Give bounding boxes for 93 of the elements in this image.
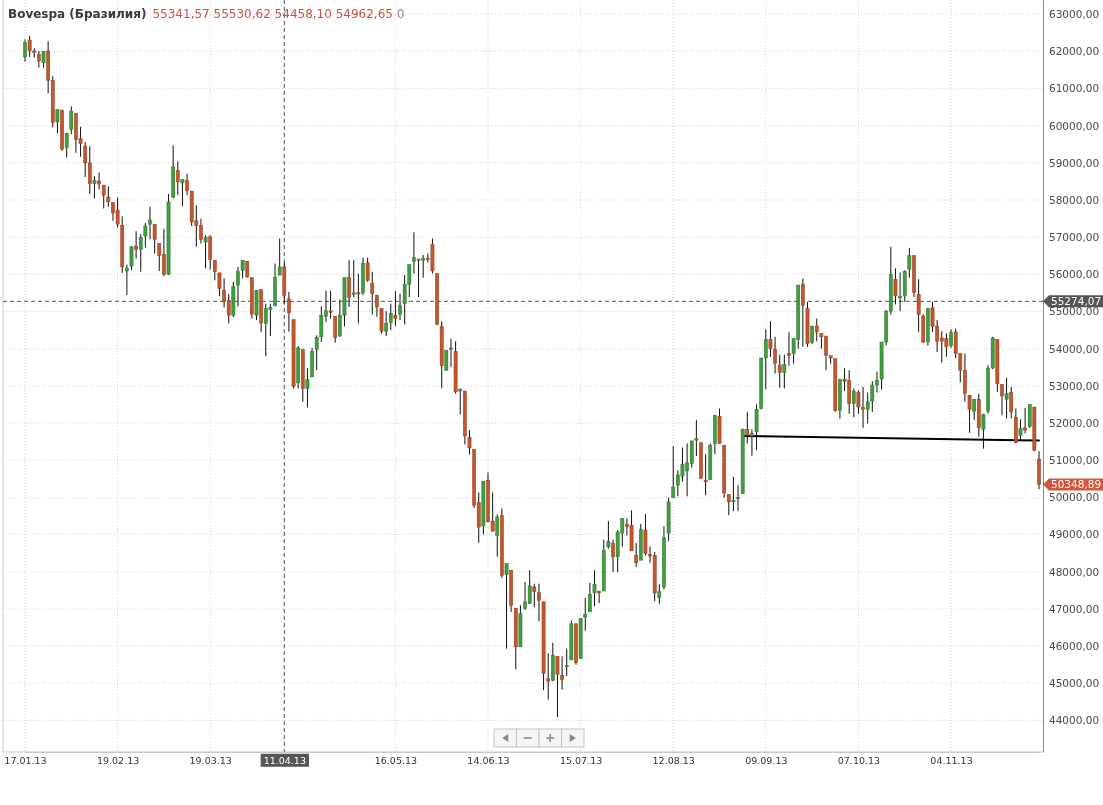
candlestick	[333, 315, 338, 344]
y-tick-label: 58000,00	[1049, 193, 1100, 206]
candlestick	[138, 233, 143, 273]
candlestick	[393, 290, 398, 327]
candlestick	[347, 259, 351, 308]
candlestick	[944, 332, 949, 358]
candlestick	[611, 539, 615, 573]
candlestick	[212, 259, 217, 281]
candlestick	[814, 318, 819, 342]
candlestick	[851, 387, 856, 418]
candlestick	[421, 254, 426, 279]
y-tick-label: 47000,00	[1049, 602, 1100, 615]
candlestick	[268, 303, 273, 337]
y-tick-label: 45000,00	[1049, 677, 1100, 690]
candlestick	[504, 563, 509, 650]
y-tick-label: 55000,00	[1049, 305, 1100, 318]
candlestick	[583, 597, 588, 632]
text: Bovespa (Бразилия)	[8, 7, 147, 21]
candlestick	[92, 175, 97, 199]
candlestick	[64, 132, 69, 159]
candlestick	[208, 234, 213, 270]
candlestick	[277, 238, 282, 276]
candlestick	[731, 476, 736, 512]
candlestick	[379, 308, 384, 334]
x-tick-label: 14.06.13	[467, 754, 510, 766]
y-tick-label: 61000,00	[1049, 82, 1100, 95]
y-tick-label: 62000,00	[1049, 45, 1100, 58]
y-tick-label: 52000,00	[1049, 416, 1100, 429]
candlestick	[384, 310, 388, 337]
candlestick	[115, 196, 120, 228]
x-tick-label: 04.11.13	[930, 754, 973, 766]
y-tick-label: 56000,00	[1049, 268, 1100, 281]
text: 55341,57 55530,62 54458,10 54962,65 0	[152, 7, 405, 21]
candlestick	[787, 331, 791, 367]
candlestick	[1000, 383, 1004, 416]
y-tick-label: 63000,00	[1049, 7, 1100, 20]
candlestick	[134, 230, 138, 260]
candlestick	[671, 445, 676, 499]
y-tick-label: 46000,00	[1049, 639, 1100, 652]
candlestick	[314, 334, 319, 371]
candlestick	[981, 413, 986, 450]
y-tick-label: 60000,00	[1049, 119, 1100, 132]
ref-line-label: 55274,07	[1051, 294, 1102, 307]
y-tick-label: 49000,00	[1049, 528, 1100, 541]
x-tick-label: 15.07.13	[559, 754, 603, 766]
x-tick-label: 17.01.13	[4, 754, 47, 766]
candlestick	[916, 278, 921, 333]
y-tick-label: 50000,00	[1049, 491, 1100, 504]
y-tick-label: 54000,00	[1049, 342, 1100, 355]
x-tick-label: 11.04.13	[263, 754, 306, 766]
candlestick	[592, 569, 597, 607]
candlestick	[555, 655, 560, 718]
candlestick	[1023, 407, 1027, 434]
candlestick	[388, 303, 393, 331]
y-tick-label: 59000,00	[1049, 156, 1100, 169]
x-tick-label: 09.09.13	[745, 754, 788, 766]
candlestick	[370, 271, 375, 315]
candlestick	[69, 105, 74, 135]
y-tick-label: 57000,00	[1049, 231, 1100, 244]
text: 50348,89	[1051, 478, 1102, 491]
x-tick-label: 07.10.13	[837, 754, 881, 766]
candlestick	[55, 109, 60, 134]
candlestick	[416, 258, 421, 298]
y-tick-label: 48000,00	[1049, 565, 1100, 578]
candlestick	[87, 145, 92, 195]
candlestick	[458, 387, 463, 415]
candlestick	[726, 493, 731, 516]
candlestick	[546, 652, 551, 701]
x-tick-label: 16.05.13	[374, 754, 418, 766]
candlestick	[907, 247, 912, 279]
candlestick	[972, 398, 977, 421]
y-tick-label: 51000,00	[1049, 454, 1100, 467]
candlestick	[305, 367, 310, 408]
candlestick	[949, 328, 953, 349]
candlestick	[1009, 386, 1014, 420]
candlestick	[106, 185, 111, 208]
candlestick	[23, 38, 27, 63]
y-tick-label: 53000,00	[1049, 379, 1100, 392]
candlestick	[634, 542, 639, 568]
candlestick	[657, 583, 662, 605]
candlestick	[175, 160, 180, 196]
x-tick-label: 19.03.13	[189, 754, 232, 766]
candlestick	[495, 513, 500, 558]
candlestick	[703, 453, 708, 496]
candlestick	[597, 590, 601, 604]
x-tick-label: 12.08.13	[652, 754, 695, 766]
candlestick	[1027, 403, 1032, 429]
candlestick	[810, 325, 814, 345]
y-tick-label: 44000,00	[1049, 714, 1100, 727]
candlestick	[351, 259, 356, 298]
candlestick	[1004, 377, 1009, 420]
x-tick-label: 19.02.13	[96, 754, 140, 766]
candlestick	[328, 290, 333, 320]
